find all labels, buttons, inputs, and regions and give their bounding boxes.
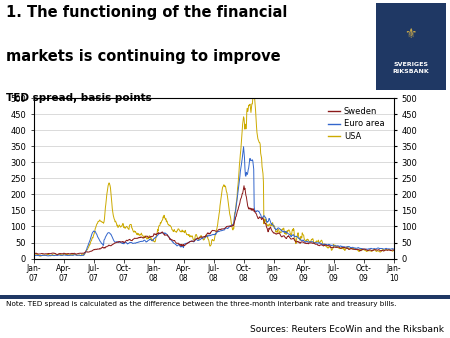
Sweden xyxy=(241,184,247,188)
Sweden xyxy=(184,242,189,246)
Euro area xyxy=(45,254,50,258)
Text: SVERIGES
RIKSBANK: SVERIGES RIKSBANK xyxy=(392,62,429,74)
Euro area xyxy=(127,240,133,244)
Euro area xyxy=(367,247,372,251)
Text: Sources: Reuters EcoWin and the Riksbank: Sources: Reuters EcoWin and the Riksbank xyxy=(250,325,444,334)
Line: USA: USA xyxy=(34,98,394,256)
Euro area xyxy=(31,254,36,258)
Euro area xyxy=(391,247,396,251)
USA xyxy=(367,248,372,252)
Sweden xyxy=(119,240,124,244)
Line: Sweden: Sweden xyxy=(34,186,394,255)
Sweden xyxy=(367,248,372,252)
Euro area xyxy=(241,145,246,149)
Text: ⚜: ⚜ xyxy=(405,27,417,41)
Euro area xyxy=(362,247,368,251)
Sweden xyxy=(127,237,133,241)
Euro area xyxy=(370,247,375,251)
USA xyxy=(127,223,133,227)
Sweden xyxy=(54,252,60,257)
Euro area xyxy=(184,241,189,245)
Legend: Sweden, Euro area, USA: Sweden, Euro area, USA xyxy=(324,104,388,144)
Sweden xyxy=(31,252,36,256)
USA xyxy=(119,224,124,228)
USA xyxy=(184,231,189,235)
Text: TED spread, basis points: TED spread, basis points xyxy=(6,93,152,103)
Sweden xyxy=(391,248,396,252)
USA xyxy=(251,96,256,100)
USA xyxy=(370,249,375,253)
USA xyxy=(31,252,36,257)
Line: Euro area: Euro area xyxy=(34,147,394,256)
USA xyxy=(391,248,396,252)
Euro area xyxy=(119,241,124,245)
Sweden xyxy=(362,247,368,251)
Text: 1. The functioning of the financial: 1. The functioning of the financial xyxy=(6,5,287,20)
USA xyxy=(362,248,368,252)
Sweden xyxy=(370,249,375,253)
Text: Note. TED spread is calculated as the difference between the three-month interba: Note. TED spread is calculated as the di… xyxy=(6,301,396,308)
Text: markets is continuing to improve: markets is continuing to improve xyxy=(6,49,280,64)
USA xyxy=(37,254,43,258)
